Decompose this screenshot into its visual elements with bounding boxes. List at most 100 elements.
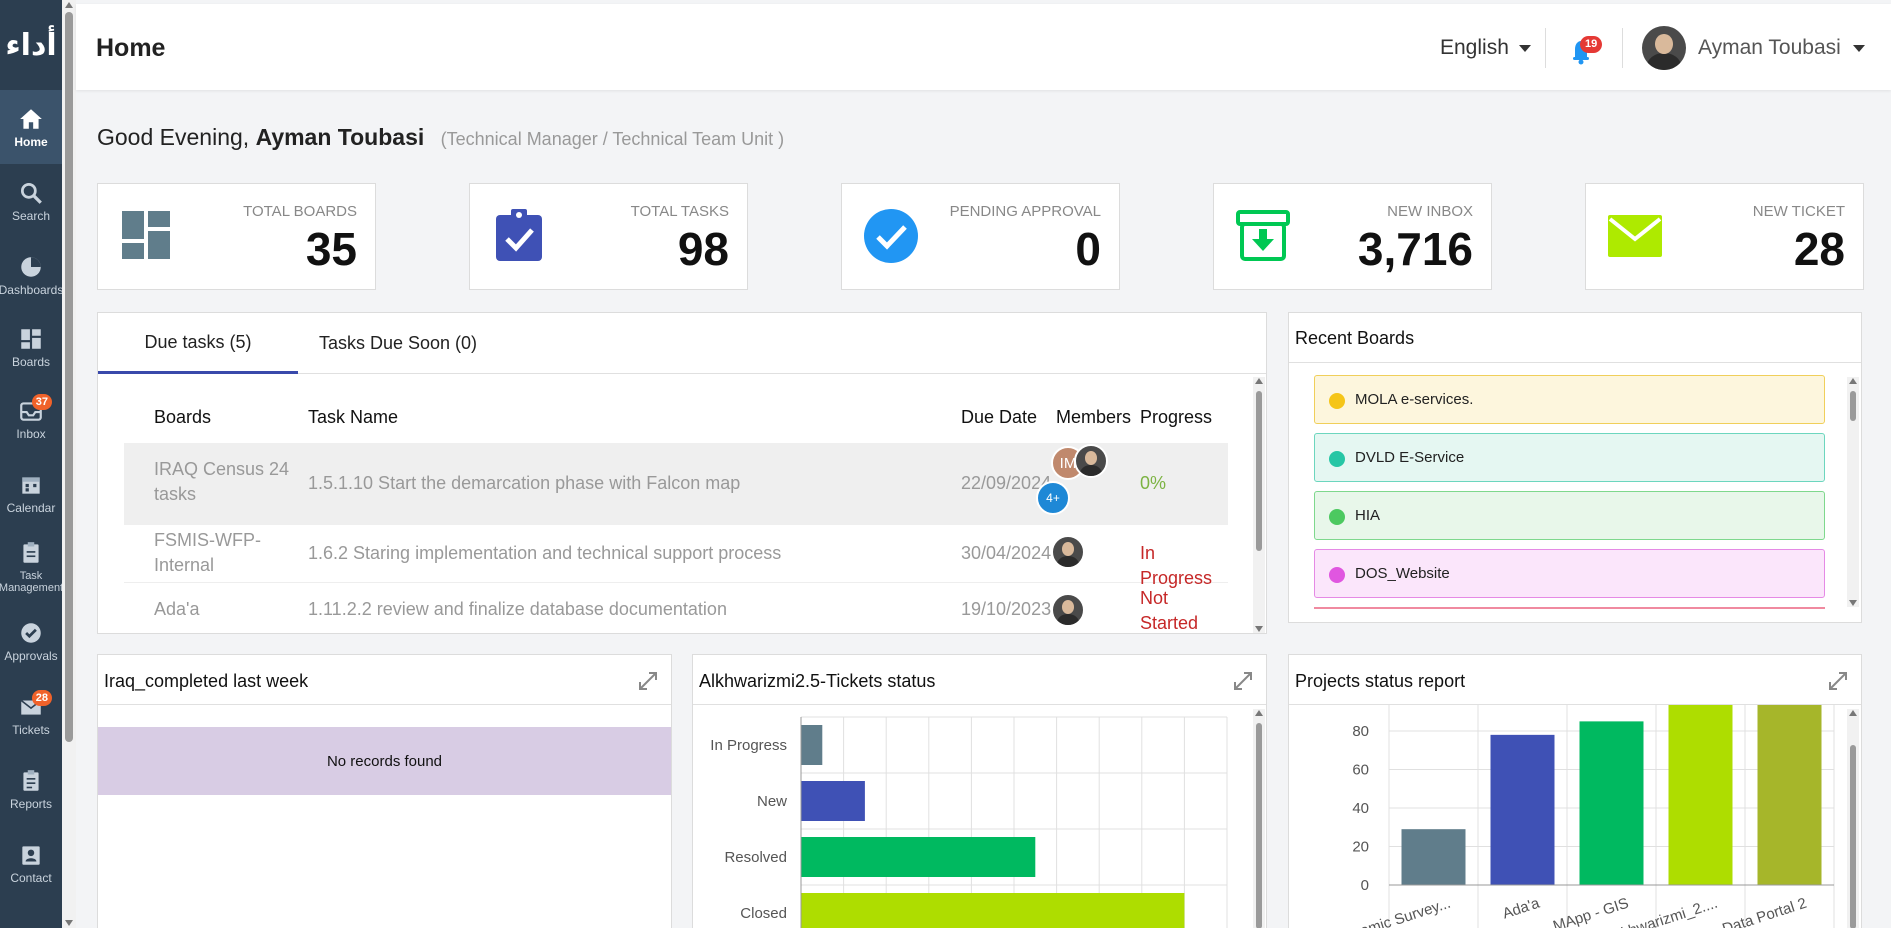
- sidebar-item-reports[interactable]: Reports: [0, 752, 62, 826]
- category-label: Closed: [740, 905, 787, 922]
- sidebar-item-dashboards[interactable]: Dashboards: [0, 238, 63, 312]
- stat-card-total-boards[interactable]: TOTAL BOARDS 35: [97, 183, 376, 290]
- boards-icon: [122, 211, 170, 259]
- member-avatar[interactable]: [1051, 535, 1085, 569]
- sidebar-item-label: Search: [11, 209, 51, 223]
- scrollbar-thumb[interactable]: [1256, 723, 1262, 928]
- scroll-down-arrow[interactable]: [1255, 626, 1263, 632]
- stat-label: NEW TICKET: [1752, 203, 1845, 220]
- scroll-down-arrow[interactable]: [65, 920, 73, 926]
- row-board[interactable]: FSMIS-WFP-Internal: [154, 530, 261, 575]
- bar[interactable]: [1579, 721, 1644, 885]
- bar[interactable]: [801, 781, 865, 821]
- table-row[interactable]: IRAQ Census 24 tasks 1.5.1.10 Start the …: [124, 443, 1228, 525]
- language-selector[interactable]: English: [1440, 36, 1531, 60]
- table-row[interactable]: FSMIS-WFP-Internal 1.6.2 Staring impleme…: [124, 525, 1228, 588]
- panel-divider: [693, 704, 1266, 705]
- bar[interactable]: [801, 837, 1036, 877]
- sidebar-item-label: Reports: [9, 797, 53, 811]
- sidebar-item-contact[interactable]: Contact: [0, 826, 62, 900]
- row-board[interactable]: Ada'a: [154, 599, 200, 619]
- recent-board-item[interactable]: MOLA e-services.: [1314, 375, 1825, 424]
- scrollbar-thumb[interactable]: [1850, 745, 1856, 928]
- sidebar-item-tickets[interactable]: Tickets 28: [0, 678, 62, 752]
- x-tick-label: Data Portal 2: [1720, 895, 1809, 928]
- bar[interactable]: [1757, 705, 1822, 885]
- expand-icon[interactable]: [1232, 670, 1254, 692]
- page-title: Home: [96, 34, 166, 62]
- sidebar-item-label: Calendar: [6, 501, 56, 515]
- next-board-edge: [1314, 607, 1825, 609]
- stat-card-new-ticket[interactable]: NEW TICKET 28: [1585, 183, 1864, 290]
- member-avatar[interactable]: [1074, 444, 1108, 478]
- column-header-due-date[interactable]: Due Date: [961, 407, 1038, 427]
- recent-boards-panel: Recent Boards MOLA e-services. DVLD E-Se…: [1288, 312, 1862, 623]
- scrollbar-thumb[interactable]: [65, 12, 73, 742]
- sidebar-item-task-management[interactable]: Task Management: [0, 530, 64, 604]
- row-board[interactable]: IRAQ Census 24 tasks: [154, 459, 290, 504]
- stat-card-total-tasks[interactable]: TOTAL TASKS 98: [469, 183, 748, 290]
- row-task-name[interactable]: 1.5.1.10 Start the demarcation phase wit…: [308, 473, 741, 493]
- y-tick-label: 0: [1361, 877, 1369, 894]
- clipboard-check-icon: [496, 209, 542, 261]
- bar[interactable]: [801, 725, 823, 765]
- scroll-up-arrow[interactable]: [1255, 378, 1263, 384]
- bar[interactable]: [1668, 705, 1733, 885]
- recent-board-item[interactable]: DOS_Website: [1314, 549, 1825, 598]
- app-logo[interactable]: أداء: [0, 0, 62, 90]
- avatar: [1642, 26, 1686, 70]
- expand-icon[interactable]: [1827, 670, 1849, 692]
- stat-card-pending-approval[interactable]: PENDING APPROVAL 0: [841, 183, 1120, 290]
- bar[interactable]: [1401, 829, 1466, 885]
- column-header-progress: Progress: [1140, 407, 1213, 427]
- recent-board-item[interactable]: HIA: [1314, 491, 1825, 540]
- row-task-name[interactable]: 1.11.2.2 review and finalize database do…: [308, 599, 727, 619]
- recent-board-item[interactable]: DVLD E-Service: [1314, 433, 1825, 482]
- bar[interactable]: [801, 893, 1185, 928]
- table-row[interactable]: Ada'a 1.11.2.2 review and finalize datab…: [124, 583, 1228, 633]
- panel-divider: [1289, 362, 1861, 363]
- sidebar-item-approvals[interactable]: Approvals: [0, 604, 62, 678]
- column-header-task-name[interactable]: Task Name: [308, 407, 399, 427]
- tab-tasks-due-soon[interactable]: Tasks Due Soon (0): [298, 313, 498, 374]
- scrollbar-thumb[interactable]: [1256, 391, 1262, 551]
- board-name: DOS_Website: [1355, 565, 1450, 582]
- category-label: Resolved: [724, 849, 787, 866]
- sidebar-item-boards[interactable]: Boards: [0, 310, 62, 384]
- scroll-down-arrow[interactable]: [1849, 600, 1857, 606]
- column-header-boards[interactable]: Boards: [154, 407, 212, 427]
- recent-boards-scrollbar[interactable]: [1847, 377, 1859, 607]
- sidebar-item-inbox[interactable]: Inbox 37: [0, 382, 62, 456]
- expand-icon[interactable]: [637, 670, 659, 692]
- scroll-up-arrow[interactable]: [1255, 710, 1263, 716]
- sidebar-item-search[interactable]: Search: [0, 164, 62, 238]
- sidebar-item-calendar[interactable]: Calendar: [0, 456, 62, 530]
- sidebar-item-home[interactable]: Home: [0, 90, 62, 164]
- scroll-up-arrow[interactable]: [65, 2, 73, 8]
- more-members-badge[interactable]: 4+: [1036, 481, 1070, 515]
- sidebar-item-label: Task Management: [0, 570, 64, 594]
- row-task-name[interactable]: 1.6.2 Staring implementation and technic…: [308, 543, 782, 563]
- stat-label: TOTAL BOARDS: [243, 203, 357, 220]
- stat-label: NEW INBOX: [1387, 203, 1473, 220]
- tab-due-tasks[interactable]: Due tasks (5): [98, 313, 298, 374]
- tasks-scrollbar[interactable]: [1253, 377, 1265, 633]
- bar[interactable]: [1490, 734, 1555, 885]
- sidebar-item-label: Contact: [10, 871, 52, 885]
- greeting: Good Evening, Ayman Toubasi (Technical M…: [97, 124, 784, 151]
- mail-icon: [1608, 215, 1662, 257]
- chart-scrollbar[interactable]: [1847, 709, 1859, 928]
- stat-label: PENDING APPROVAL: [949, 203, 1101, 220]
- row-due-date: 30/04/2024: [961, 543, 1052, 563]
- member-avatar[interactable]: [1051, 593, 1085, 627]
- chart-scrollbar[interactable]: [1253, 709, 1265, 928]
- stat-card-new-inbox[interactable]: NEW INBOX 3,716: [1213, 183, 1492, 290]
- sidebar-scrollbar[interactable]: [62, 0, 76, 928]
- scroll-up-arrow[interactable]: [1849, 378, 1857, 384]
- tickets-badge: 28: [31, 690, 52, 706]
- bell-icon[interactable]: [1563, 32, 1599, 68]
- scrollbar-thumb[interactable]: [1850, 391, 1856, 421]
- scroll-up-arrow[interactable]: [1849, 710, 1857, 716]
- greeting-name: Ayman Toubasi: [255, 124, 425, 150]
- user-menu[interactable]: Ayman Toubasi: [1642, 26, 1865, 70]
